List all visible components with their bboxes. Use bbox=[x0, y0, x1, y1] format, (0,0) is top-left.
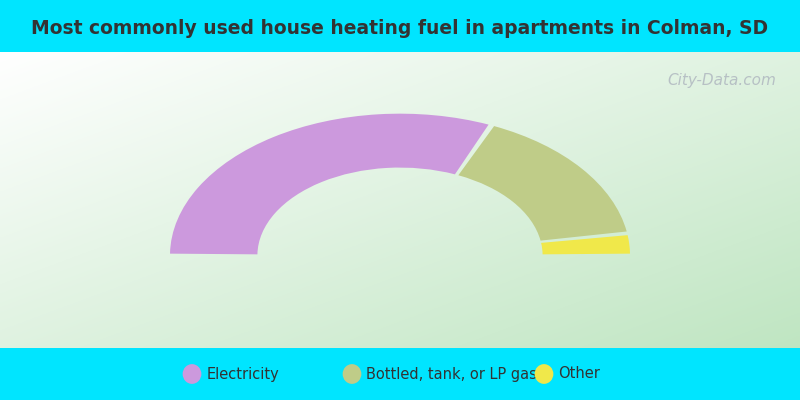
Text: Most commonly used house heating fuel in apartments in Colman, SD: Most commonly used house heating fuel in… bbox=[31, 19, 769, 38]
Ellipse shape bbox=[534, 364, 554, 384]
Ellipse shape bbox=[342, 364, 362, 384]
Text: City-Data.com: City-Data.com bbox=[667, 73, 776, 88]
Text: Bottled, tank, or LP gas: Bottled, tank, or LP gas bbox=[366, 366, 538, 382]
Text: Electricity: Electricity bbox=[206, 366, 279, 382]
Ellipse shape bbox=[182, 364, 202, 384]
Wedge shape bbox=[170, 114, 489, 254]
Wedge shape bbox=[541, 235, 630, 254]
Text: Other: Other bbox=[558, 366, 600, 382]
Wedge shape bbox=[458, 126, 626, 241]
